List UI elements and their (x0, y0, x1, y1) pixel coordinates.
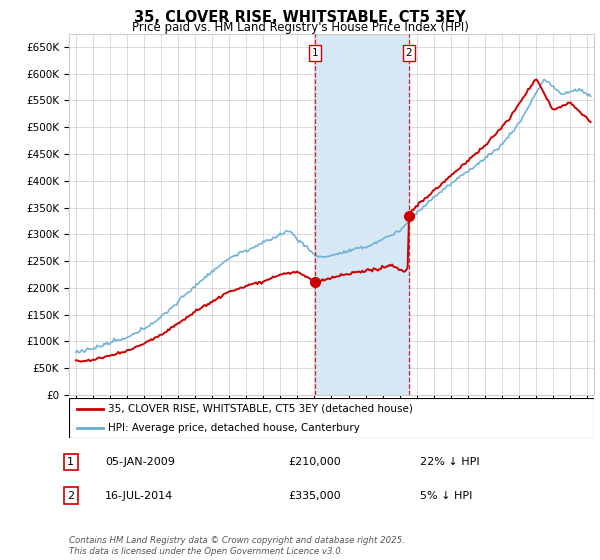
Text: 2: 2 (406, 48, 412, 58)
Text: Price paid vs. HM Land Registry's House Price Index (HPI): Price paid vs. HM Land Registry's House … (131, 21, 469, 34)
Text: 35, CLOVER RISE, WHITSTABLE, CT5 3EY (detached house): 35, CLOVER RISE, WHITSTABLE, CT5 3EY (de… (109, 404, 413, 414)
Text: 22% ↓ HPI: 22% ↓ HPI (420, 457, 479, 467)
Text: 2: 2 (67, 491, 74, 501)
Text: HPI: Average price, detached house, Canterbury: HPI: Average price, detached house, Cant… (109, 423, 360, 433)
Bar (315, 34, 409, 395)
Text: 1: 1 (67, 457, 74, 467)
Text: Contains HM Land Registry data © Crown copyright and database right 2025.
This d: Contains HM Land Registry data © Crown c… (69, 536, 405, 556)
Text: £210,000: £210,000 (288, 457, 341, 467)
Text: 16-JUL-2014: 16-JUL-2014 (105, 491, 173, 501)
Text: 1: 1 (312, 48, 319, 58)
Text: 5% ↓ HPI: 5% ↓ HPI (420, 491, 472, 501)
Text: 35, CLOVER RISE, WHITSTABLE, CT5 3EY: 35, CLOVER RISE, WHITSTABLE, CT5 3EY (134, 10, 466, 25)
Text: 05-JAN-2009: 05-JAN-2009 (105, 457, 175, 467)
Text: £335,000: £335,000 (288, 491, 341, 501)
